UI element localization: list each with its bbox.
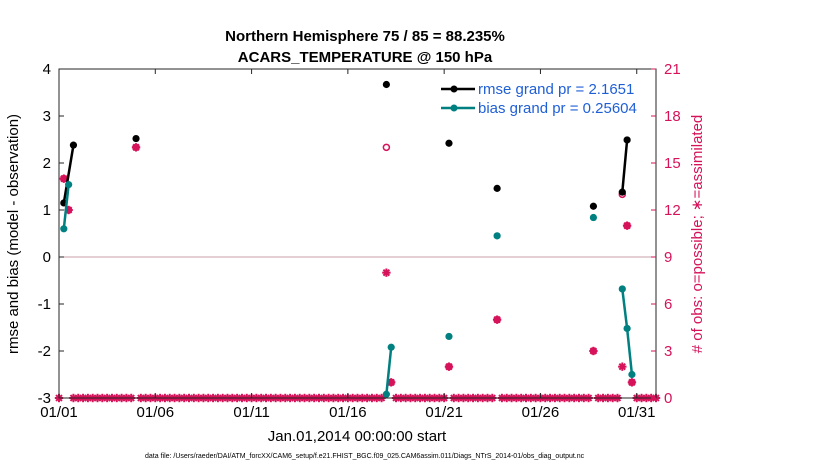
y-axis-label: rmse and bias (model - observation) [5,114,22,354]
obs-assimilated-marker [492,315,502,324]
bias-point [628,370,636,379]
y2-tick-label: 21 [664,61,681,78]
rmse-point [618,188,626,196]
y-tick-label: 0 [43,249,51,266]
rmse-line-segment [621,139,629,193]
y2-tick-label: 12 [664,202,681,219]
y2-tick-label: 0 [664,390,672,407]
x-tick-label: 01/01 [40,404,78,421]
x-tick-label: 01/16 [329,404,367,421]
bias-line-segment [62,184,70,229]
rmse-point [589,202,598,210]
bias-point [589,213,598,222]
x-tick-label: 01/06 [137,404,175,421]
y-tick-label: -3 [38,390,51,407]
rmse-point [69,141,78,149]
y2-tick-label: 6 [664,296,672,313]
chart-title-line1: Northern Hemisphere 75 / 85 = 88.235% [225,28,505,45]
bias-point [493,232,501,240]
data-file-footer: data file: /Users/raeder/DAI/ATM_forcXX/… [145,453,585,460]
bias-line-segment [385,347,393,395]
x-axis-label: Jan.01,2014 00:00:00 start [268,428,447,445]
legend-marker-rmse [450,85,458,93]
y-tick-label: -1 [38,296,51,313]
y-tick-label: 3 [43,108,51,125]
y-tick-label: 2 [43,155,51,172]
obs-assimilated-marker [589,346,598,356]
x-tick-label: 01/21 [425,404,463,421]
obs-assimilated-marker [627,378,637,387]
rmse-line-segment [62,144,75,204]
legend-label-rmse: rmse grand pr = 2.1651 [478,81,634,98]
plot-area [59,69,656,398]
obs-assimilated-marker [387,378,396,387]
y2-axis-label: # of obs: o=possible; ∗=assimilated [689,115,706,354]
rmse-point [493,184,501,192]
y2-tick-label: 18 [664,108,681,125]
obs-assimilated-marker [622,221,632,230]
bias-point [445,332,453,341]
y-tick-label: 4 [43,61,51,78]
rmse-point [445,139,453,147]
legend-label-bias: bias grand pr = 0.25604 [478,100,637,117]
y-tick-label: -2 [38,343,51,360]
bias-point [65,181,73,189]
obs-possible-marker [382,143,391,152]
legend: rmse grand pr = 2.1651 bias grand pr = 0… [441,81,637,117]
obs-assimilated-marker [382,268,391,277]
rmse-point [623,136,631,144]
x-tick-label: 01/31 [618,404,656,421]
plot-frame [58,68,657,399]
rmse-point [132,134,140,143]
y2-tick-label: 3 [664,343,672,360]
x-tick-label: 01/11 [233,404,269,421]
bias-point [387,343,395,351]
obs-assimilated-marker [444,362,454,371]
legend-marker-bias [450,104,458,112]
bias-point [618,285,626,293]
bias-point [60,225,68,233]
obs-assimilated-marker [618,362,627,371]
y-tick-label: 1 [43,202,51,219]
bias-point [623,324,631,333]
y2-tick-label: 15 [664,155,681,172]
rmse-point [382,80,390,89]
chart-title-line2: ACARS_TEMPERATURE @ 150 hPa [238,49,493,66]
y2-tick-label: 9 [664,249,672,266]
bias-point [382,390,390,398]
x-tick-label: 01/26 [522,404,560,421]
obs-assimilated-marker [131,143,141,152]
obs-assimilated-marker [59,174,69,183]
